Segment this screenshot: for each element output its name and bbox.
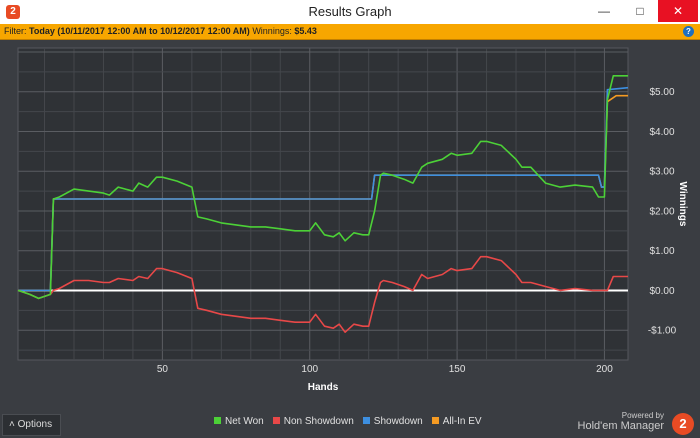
filter-value: Today (10/11/2017 12:00 AM to 10/12/2017… [29,26,250,36]
filter-summary: Filter: Today (10/11/2017 12:00 AM to 10… [4,24,317,39]
close-button[interactable]: ✕ [658,0,698,22]
x-axis-label: Hands [308,382,339,393]
x-tick-label: 200 [596,364,613,375]
y-tick-label: $3.00 [649,167,674,178]
legend-swatch [431,417,439,424]
help-icon[interactable]: ? [683,26,694,37]
title-bar: 2 Results Graph — □ ✕ [0,0,700,25]
bottom-bar: ˄ Options Net Won Non Showdown Showdown All… [0,410,700,438]
legend-item-net-won[interactable]: Net Won [214,416,264,427]
brand-name: Hold'em Manager [577,420,664,432]
options-button[interactable]: ˄ Options [2,414,62,436]
chevron-up-icon: ˄ [9,419,15,430]
legend-label: Net Won [225,416,264,427]
maximize-button[interactable]: □ [636,4,644,18]
series-line-non-showdown [17,255,628,334]
legend-swatch [214,417,221,424]
y-tick-labels: $5.00 $4.00 $3.00 $2.00 $1.00 $0.00 -$1.00 [648,87,677,336]
y-tick-label: -$1.00 [648,326,677,337]
chart-legend: Net Won Non Showdown Showdown All-In EV [214,416,491,427]
chart-svg: 50 100 150 200 $5.00 $4.00 $3.00 $2.00 $1.00 $0.… [17,47,688,393]
legend-label: Showdown [373,416,423,427]
series-line-net-won [17,74,628,300]
legend-item-showdown[interactable]: Showdown [362,416,423,427]
app-logo-icon: 2 [6,5,20,19]
winnings-value: $5.43 [294,26,317,36]
x-tick-label: 150 [449,364,466,375]
minimize-button[interactable]: — [598,4,610,18]
powered-by: Powered by Hold'em Manager [578,411,664,433]
legend-swatch [272,417,280,424]
x-tick-label: 50 [157,364,169,375]
legend-label: Non Showdown [283,416,354,427]
legend-label: All-In EV [442,416,482,427]
x-tick-label: 100 [301,364,318,375]
legend-item-non-showdown[interactable]: Non Showdown [272,416,354,427]
options-label: Options [17,419,53,430]
powered-by-label: Powered by [621,411,664,420]
winnings-label: Winnings: [252,26,292,36]
legend-item-all-in-ev[interactable]: All-In EV [431,416,482,427]
y-tick-label: $4.00 [649,127,674,138]
hm2-logo-icon: 2 [672,413,694,435]
results-chart: 50 100 150 200 $5.00 $4.00 $3.00 $2.00 $1.00 $0.… [0,40,700,410]
plot-area [17,47,629,361]
y-tick-label: $0.00 [649,286,674,297]
filter-bar: Filter: Today (10/11/2017 12:00 AM to 10… [0,24,700,40]
y-axis-label: Winnings [677,182,688,227]
x-tick-labels: 50 100 150 200 [157,364,613,375]
y-tick-label: $2.00 [649,206,674,217]
window-title: Results Graph [308,4,392,19]
filter-label: Filter: [4,26,27,36]
grid-lines [18,48,628,360]
legend-swatch [362,417,370,424]
series-lines [17,74,629,334]
y-tick-label: $1.00 [649,246,674,257]
y-tick-label: $5.00 [649,87,674,98]
